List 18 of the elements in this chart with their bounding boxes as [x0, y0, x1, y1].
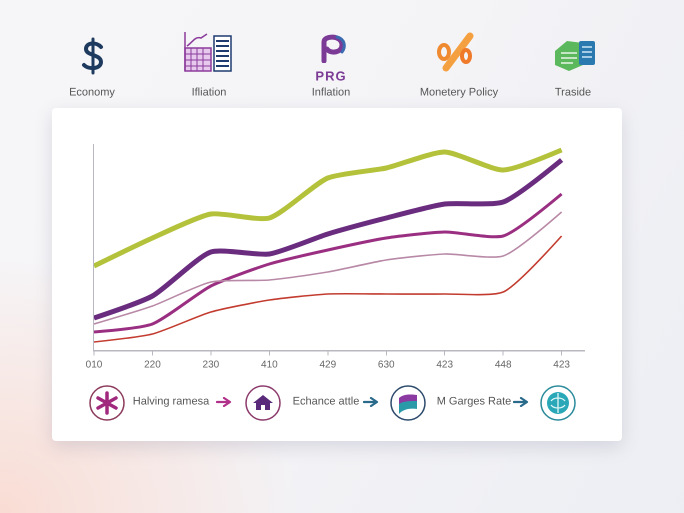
x-tick-label: 230 — [202, 360, 220, 370]
x-tick-label: 410 — [261, 360, 278, 370]
x-tick-label: 423 — [553, 360, 570, 370]
x-tick-label: 220 — [144, 360, 162, 370]
text: Inflation — [312, 86, 350, 100]
text: Economy — [69, 86, 115, 100]
text: PRG — [315, 68, 347, 84]
text: Ifliation — [192, 86, 226, 100]
text: Echance attle — [292, 396, 360, 408]
text: Monetery Policy — [420, 86, 498, 100]
text: Halving ramesa — [132, 396, 210, 408]
text: Traside — [554, 86, 592, 100]
x-tick-label: 423 — [436, 360, 454, 370]
text: M Garges Rate — [436, 396, 512, 408]
x-tick-label: 010 — [86, 360, 103, 370]
x-tick-label: 448 — [494, 360, 512, 370]
x-tick-label: 429 — [319, 360, 337, 370]
x-tick-label: 630 — [378, 360, 396, 370]
